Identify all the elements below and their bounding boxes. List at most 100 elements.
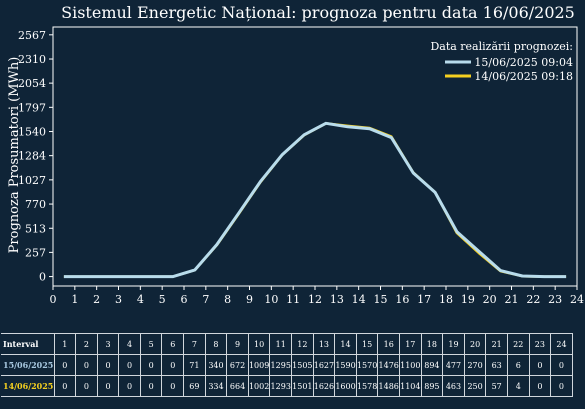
table-cell: 1002 bbox=[247, 375, 271, 397]
table-cell: 24 bbox=[550, 333, 573, 355]
table-cell: 1626 bbox=[312, 375, 336, 397]
table-cell: 1578 bbox=[355, 375, 379, 397]
table-cell: 22 bbox=[506, 333, 530, 355]
legend-label-series-1: 15/06/2025 09:04 bbox=[474, 56, 573, 69]
table-cell: 0 bbox=[118, 354, 141, 376]
table-cell: 0 bbox=[75, 354, 98, 376]
table-cell: 71 bbox=[183, 354, 206, 376]
x-tick-label: 3 bbox=[115, 293, 122, 306]
series-line-2 bbox=[63, 122, 567, 278]
x-tick-label: 20 bbox=[483, 293, 497, 306]
table-header-row: Interval 1 2 3 4 5 6 7 8 9 10 11 12 13 14 15 16 17 18 19 20 2… bbox=[1, 333, 573, 355]
table-cell: 1501 bbox=[291, 375, 314, 397]
y-tick-label: 1027 bbox=[18, 174, 46, 187]
table-cell: 4 bbox=[118, 333, 141, 355]
table-cell: 1600 bbox=[334, 375, 357, 397]
table-cell: 250 bbox=[463, 375, 487, 397]
table-cell: 1590 bbox=[334, 354, 357, 376]
table-cell: 270 bbox=[463, 354, 487, 376]
y-axis-ticks: 0 257 513 770 1027 1284 1540 1797 2054 2310 2567 bbox=[18, 29, 53, 284]
x-tick-label: 23 bbox=[548, 293, 562, 306]
table-cell: 1627 bbox=[312, 354, 336, 376]
table-cell: 57 bbox=[485, 375, 508, 397]
table-cell: 0 bbox=[161, 375, 185, 397]
x-tick-label: 9 bbox=[246, 293, 253, 306]
y-tick-label: 1797 bbox=[18, 101, 46, 114]
x-tick-label: 17 bbox=[417, 293, 431, 306]
table-cell: 664 bbox=[226, 375, 249, 397]
table-cell: 10 bbox=[247, 333, 271, 355]
table-cell: 0 bbox=[550, 354, 573, 376]
table-cell: 8 bbox=[204, 333, 228, 355]
x-tick-label: 10 bbox=[264, 293, 278, 306]
table-row-label: 15/06/2025 bbox=[1, 354, 55, 376]
table-cell: 340 bbox=[204, 354, 228, 376]
y-tick-label: 2310 bbox=[18, 53, 46, 66]
x-tick-label: 5 bbox=[159, 293, 166, 306]
x-tick-label: 6 bbox=[181, 293, 188, 306]
y-tick-label: 0 bbox=[39, 271, 46, 284]
chart: Sistemul Energetic Național: prognoza pe… bbox=[7, 3, 584, 306]
x-tick-label: 21 bbox=[505, 293, 519, 306]
table-cell: 463 bbox=[442, 375, 465, 397]
table-cell: 19 bbox=[442, 333, 465, 355]
table-cell: 1100 bbox=[399, 354, 422, 376]
x-tick-label: 16 bbox=[395, 293, 409, 306]
legend-label-series-2: 14/06/2025 09:18 bbox=[474, 70, 573, 83]
table-cell: 0 bbox=[118, 375, 141, 397]
table-cell: 2 bbox=[75, 333, 98, 355]
table-cell: 1505 bbox=[291, 354, 314, 376]
table-cell: 0 bbox=[161, 354, 185, 376]
x-tick-label: 7 bbox=[202, 293, 209, 306]
table-cell: 0 bbox=[53, 354, 77, 376]
table-cell: 63 bbox=[485, 354, 508, 376]
y-tick-label: 1284 bbox=[18, 150, 46, 163]
table-cell: 6 bbox=[161, 333, 185, 355]
table-cell: 672 bbox=[226, 354, 249, 376]
table-cell: 69 bbox=[183, 375, 206, 397]
x-tick-label: 8 bbox=[224, 293, 231, 306]
x-tick-label: 22 bbox=[526, 293, 540, 306]
table-cell: 477 bbox=[442, 354, 465, 376]
table-cell: 0 bbox=[139, 354, 163, 376]
x-tick-label: 18 bbox=[439, 293, 453, 306]
table-cell: 0 bbox=[550, 375, 573, 397]
y-tick-label: 513 bbox=[25, 222, 46, 235]
table-cell: 0 bbox=[139, 375, 163, 397]
series-line-1 bbox=[63, 121, 567, 279]
table-cell: 1295 bbox=[269, 354, 293, 376]
table-row: 14/06/2025 0 0 0 0 0 0 69 334 664 1002 1293 1501 1626… bbox=[1, 375, 573, 397]
table-cell: 0 bbox=[528, 354, 552, 376]
table-cell: 0 bbox=[528, 375, 552, 397]
table-cell: 895 bbox=[420, 375, 444, 397]
x-tick-label: 14 bbox=[352, 293, 366, 306]
series-lines bbox=[63, 121, 567, 279]
table-cell: 23 bbox=[528, 333, 552, 355]
table-cell: 1104 bbox=[399, 375, 422, 397]
table-cell: 1570 bbox=[355, 354, 379, 376]
y-tick-label: 257 bbox=[25, 246, 46, 259]
x-tick-label: 12 bbox=[308, 293, 322, 306]
x-tick-label: 15 bbox=[374, 293, 388, 306]
y-tick-label: 2054 bbox=[18, 77, 46, 90]
legend: Data realizării prognozei: 15/06/2025 09… bbox=[430, 40, 573, 83]
table-cell: 13 bbox=[312, 333, 336, 355]
table-cell: 3 bbox=[96, 333, 120, 355]
table-cell: 1476 bbox=[377, 354, 400, 376]
table-cell: 6 bbox=[506, 354, 530, 376]
table-cell: 894 bbox=[420, 354, 444, 376]
table-cell: 334 bbox=[204, 375, 228, 397]
table-cell: 12 bbox=[291, 333, 314, 355]
x-tick-label: 24 bbox=[570, 293, 584, 306]
table-cell: 1293 bbox=[269, 375, 293, 397]
table-cell: 15 bbox=[355, 333, 379, 355]
x-tick-label: 13 bbox=[330, 293, 344, 306]
y-tick-label: 1540 bbox=[18, 126, 46, 139]
table-row-label: 14/06/2025 bbox=[1, 375, 55, 397]
table-cell: 1486 bbox=[377, 375, 400, 397]
table-cell: 0 bbox=[96, 375, 120, 397]
legend-title: Data realizării prognozei: bbox=[430, 40, 573, 53]
table-cell: 7 bbox=[183, 333, 206, 355]
y-axis-label: Prognoza Prosumatori (MWh) bbox=[7, 57, 22, 254]
table-cell: 14 bbox=[334, 333, 357, 355]
